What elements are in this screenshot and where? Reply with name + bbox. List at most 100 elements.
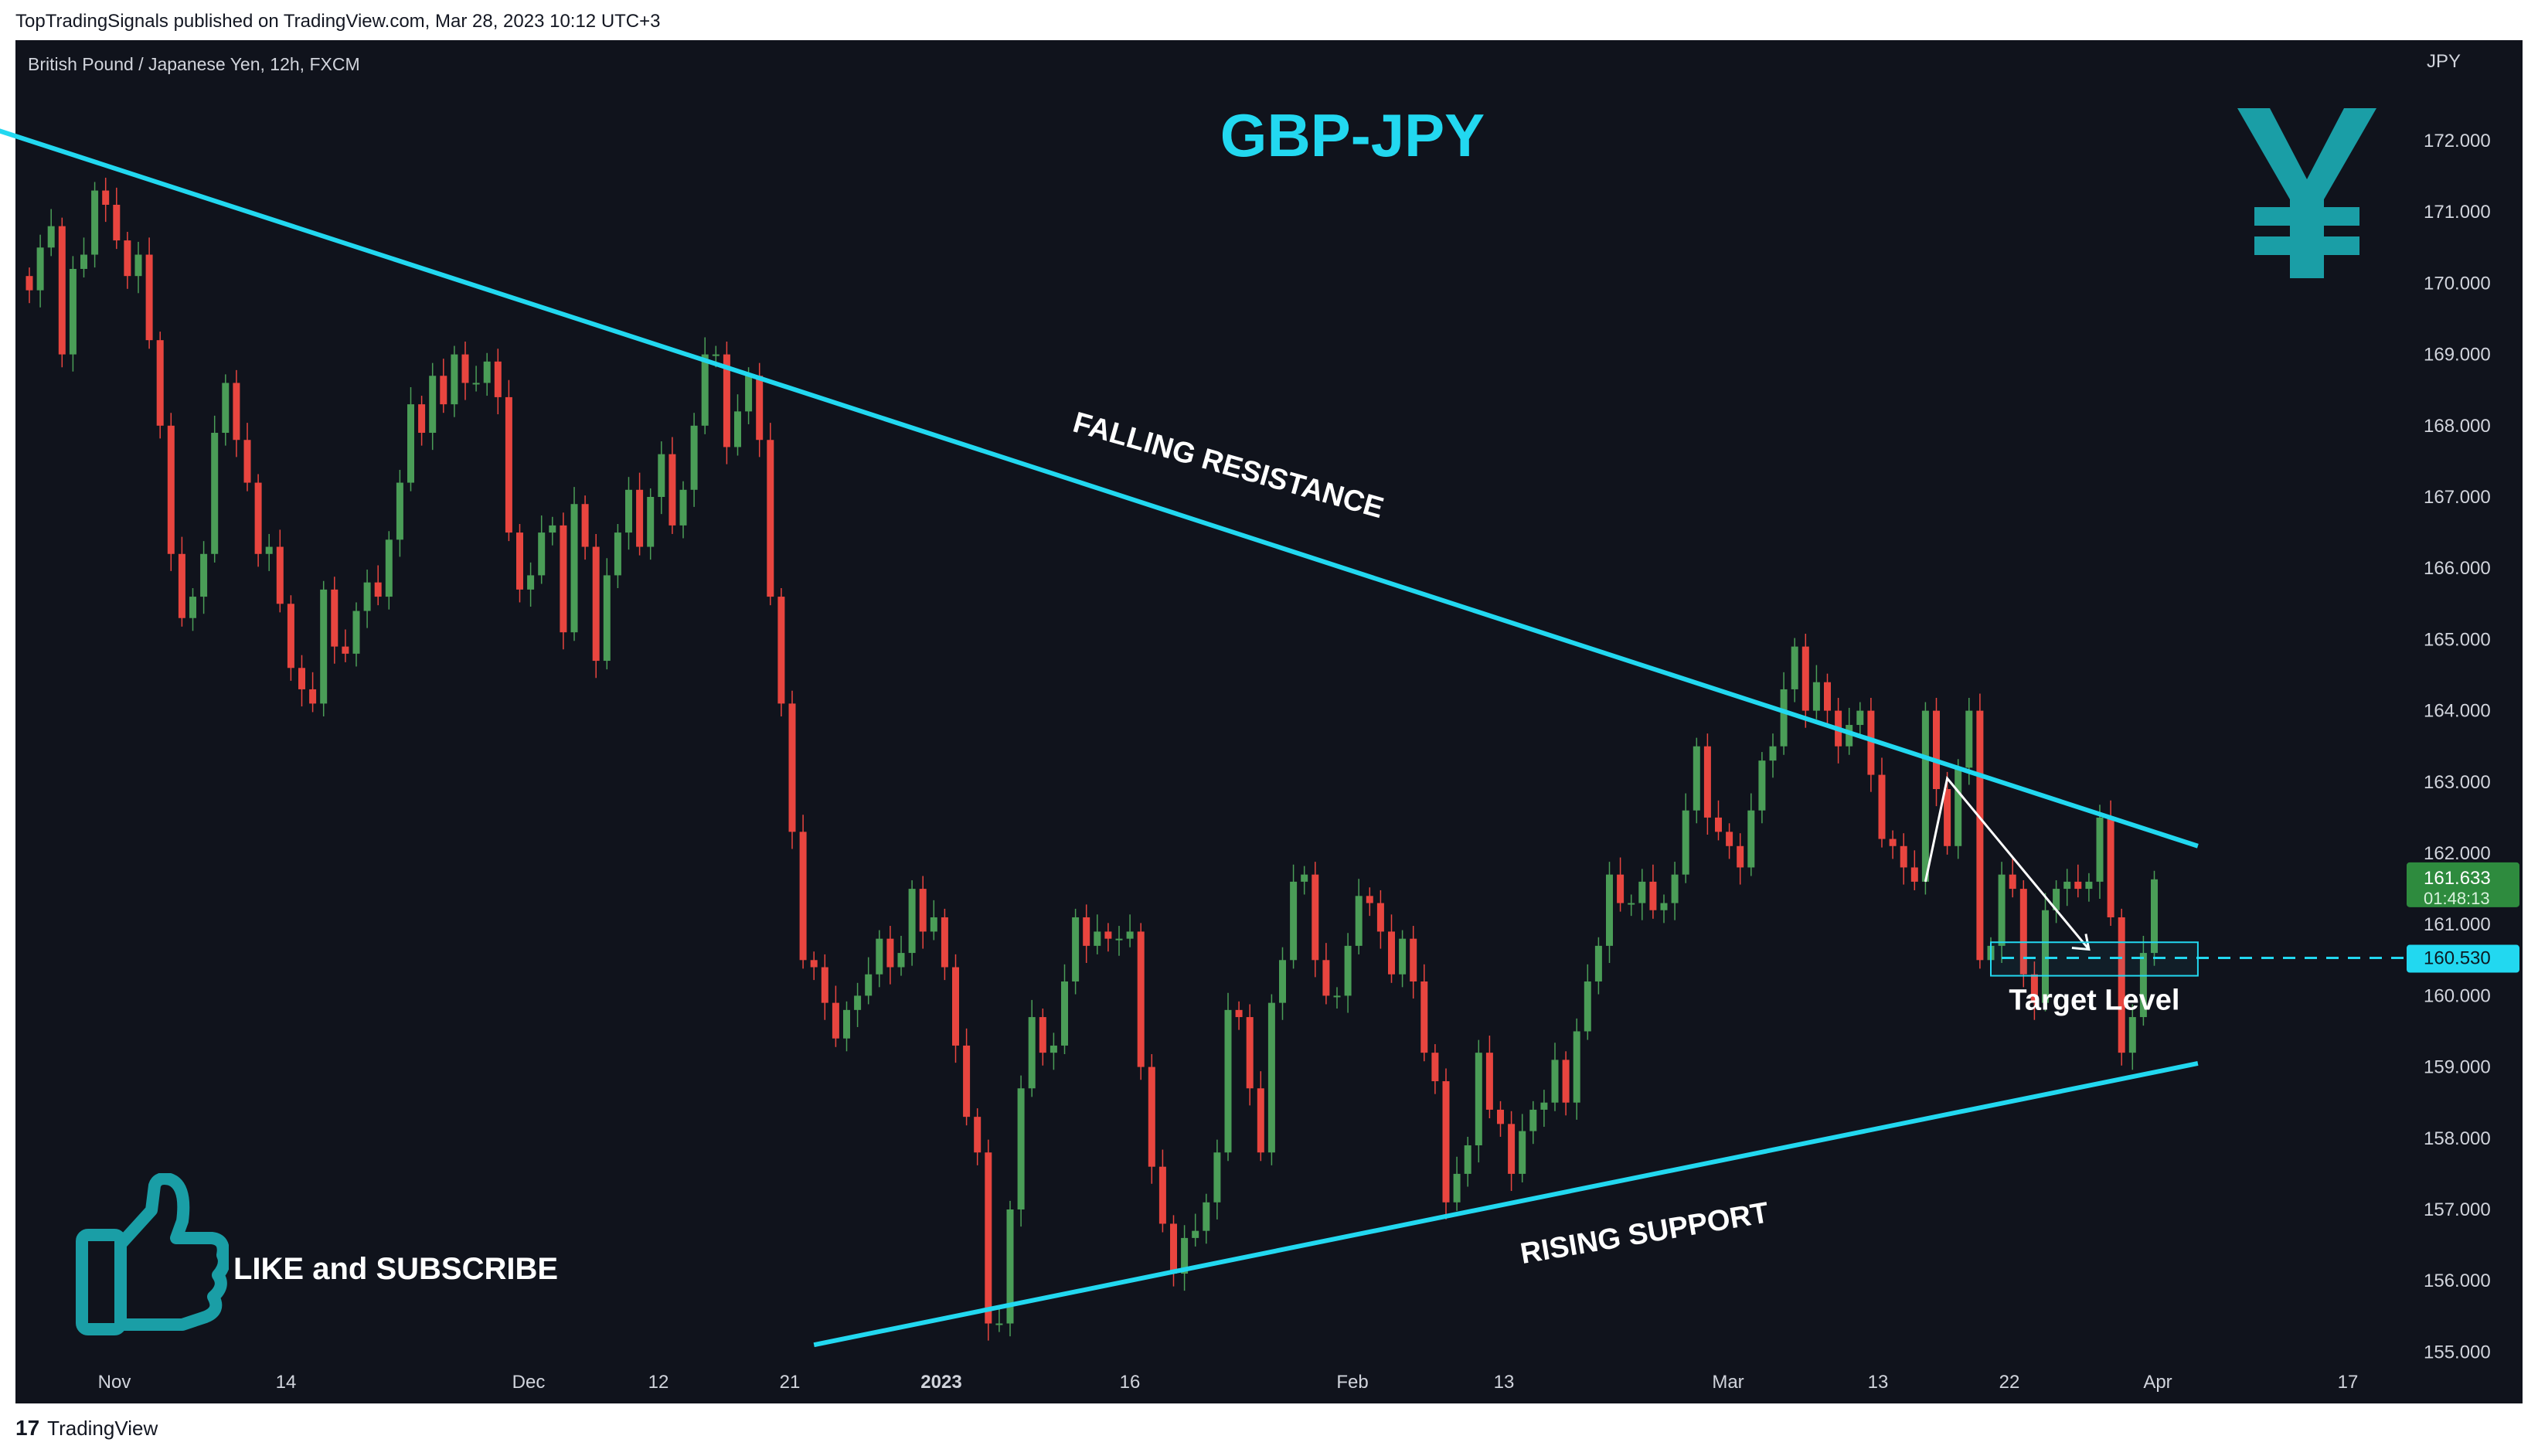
- tradingview-logo-icon: 17: [15, 1416, 40, 1440]
- candle: [658, 454, 665, 497]
- target-level-label: Target Level: [2009, 985, 2179, 1017]
- candle: [865, 974, 873, 996]
- price-tick-label: 167.000: [2424, 487, 2491, 508]
- candle: [156, 340, 164, 426]
- candle: [1584, 981, 1591, 1032]
- price-tick-label: 158.000: [2424, 1128, 2491, 1149]
- candle: [712, 354, 720, 356]
- candle: [494, 361, 502, 397]
- candle: [1780, 689, 1788, 747]
- candle: [1410, 938, 1417, 981]
- candle: [1628, 903, 1635, 905]
- candle: [91, 190, 99, 255]
- candle: [1791, 646, 1798, 689]
- candle: [679, 489, 687, 526]
- candle: [363, 582, 371, 611]
- time-tick-label: 16: [1120, 1372, 1141, 1393]
- candle: [265, 546, 273, 554]
- candle: [1235, 1009, 1243, 1018]
- candle: [1246, 1017, 1254, 1089]
- candle: [1519, 1131, 1526, 1174]
- time-tick-label: Mar: [1712, 1372, 1744, 1393]
- candle: [756, 376, 764, 441]
- candle: [1344, 945, 1352, 996]
- candle: [1998, 874, 2006, 946]
- countdown-label: 01:48:13: [2424, 889, 2490, 908]
- candle: [625, 489, 632, 533]
- candle: [985, 1152, 992, 1324]
- candle: [1944, 789, 1951, 846]
- candle: [1148, 1066, 1155, 1167]
- candle: [538, 532, 546, 576]
- time-tick-label: 12: [648, 1372, 669, 1393]
- price-tick-label: 159.000: [2424, 1057, 2491, 1078]
- publish-info: TopTradingSignals published on TradingVi…: [15, 11, 661, 32]
- time-tick-label: Dec: [512, 1372, 546, 1393]
- candle: [211, 433, 219, 554]
- time-tick-label: 13: [1868, 1372, 1889, 1393]
- candle: [1039, 1017, 1046, 1053]
- candle: [1083, 917, 1090, 946]
- candle: [505, 396, 512, 533]
- chart-area[interactable]: [15, 40, 2523, 1403]
- candle: [897, 953, 905, 968]
- candle: [1442, 1081, 1450, 1203]
- price-tick-label: 162.000: [2424, 843, 2491, 864]
- price-tick-label: 170.000: [2424, 273, 2491, 294]
- candle: [124, 240, 131, 277]
- candle: [200, 553, 208, 597]
- candle: [2063, 881, 2071, 890]
- candle: [2151, 879, 2158, 954]
- candle: [1485, 1053, 1493, 1110]
- candle: [1203, 1202, 1210, 1231]
- candle: [2096, 817, 2104, 882]
- candle: [1388, 931, 1395, 975]
- candle: [1638, 881, 1646, 903]
- falling-resistance-label: FALLING RESISTANCE: [1070, 407, 1387, 525]
- currency-label: JPY: [2427, 51, 2461, 72]
- candle: [570, 504, 578, 633]
- candle: [636, 489, 644, 547]
- candle: [1137, 931, 1145, 1067]
- candle: [767, 440, 774, 597]
- candle: [1846, 725, 1853, 747]
- candle: [908, 889, 916, 954]
- footer-brand[interactable]: 17 TradingView: [15, 1416, 158, 1441]
- candle: [1703, 746, 1711, 818]
- candle: [1355, 896, 1363, 946]
- candle: [233, 383, 240, 441]
- candle: [930, 917, 937, 932]
- candle: [2042, 910, 2049, 1003]
- candle: [1693, 746, 1700, 811]
- price-tick-label: 163.000: [2424, 772, 2491, 793]
- candle: [745, 376, 753, 412]
- candle: [352, 611, 360, 654]
- like-subscribe-text[interactable]: LIKE and SUBSCRIBE: [233, 1252, 559, 1286]
- price-tick-label: 160.000: [2424, 985, 2491, 1006]
- candle: [516, 532, 523, 590]
- symbol-label[interactable]: British Pound / Japanese Yen, 12h, FXCM: [28, 54, 360, 74]
- candle: [1682, 810, 1689, 875]
- candle: [254, 482, 262, 554]
- candle: [222, 383, 230, 434]
- candle: [1006, 1209, 1014, 1324]
- candle: [1376, 903, 1384, 932]
- candle: [614, 532, 621, 576]
- candles: [26, 177, 2158, 1341]
- candle: [1497, 1109, 1504, 1124]
- candle: [298, 668, 305, 689]
- candle: [178, 553, 185, 618]
- candle: [1617, 874, 1625, 903]
- candle: [995, 1323, 1003, 1325]
- projection-arrowhead: [2071, 934, 2091, 951]
- candle: [527, 575, 535, 590]
- candle: [461, 354, 469, 383]
- time-tick-label: 14: [276, 1372, 297, 1393]
- candle: [832, 1002, 839, 1039]
- candle: [2118, 917, 2125, 1053]
- price-tick-label: 156.000: [2424, 1271, 2491, 1291]
- price-tick-label: 172.000: [2424, 131, 2491, 151]
- price-tick-label: 165.000: [2424, 629, 2491, 650]
- candle: [1878, 774, 1886, 839]
